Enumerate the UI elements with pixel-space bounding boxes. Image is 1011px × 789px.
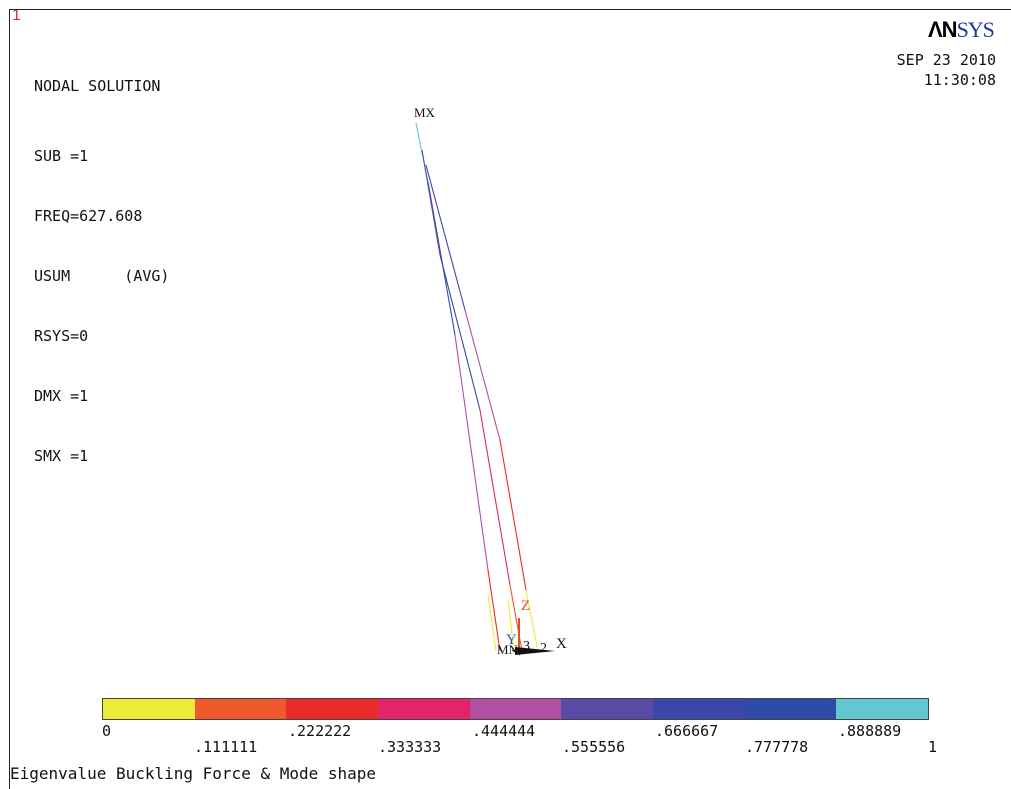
- deformed-shape-lines: [415, 122, 539, 652]
- legend-label-5: .555556: [562, 738, 626, 756]
- graphics-viewport[interactable]: 1 ΛNSYS NODAL SOLUTION SUB =1 FREQ=627.6…: [9, 9, 1011, 789]
- ansys-logo: ΛNSYS: [928, 17, 995, 43]
- legend-swatch-2: [286, 699, 379, 719]
- legend-swatch-4: [469, 699, 562, 719]
- solution-title: NODAL SOLUTION: [34, 77, 161, 95]
- legend-swatch-3: [378, 699, 470, 719]
- window-number: 1: [12, 9, 21, 24]
- legend-swatch-0: [103, 699, 195, 719]
- legend-label-8: .888889: [838, 722, 902, 740]
- min-marker-label: MN: [497, 642, 519, 657]
- time-label: 11:30:08: [923, 71, 996, 89]
- legend-label-3: .333333: [378, 738, 442, 756]
- legend-label-9: 1: [928, 738, 938, 756]
- legend-swatch-5: [561, 699, 654, 719]
- timestamp-block: SEP 23 2010 11:30:08: [897, 50, 996, 90]
- axis-y-label: Y: [506, 632, 517, 648]
- legend-swatch-6: [653, 699, 745, 719]
- legend-swatch-8: [836, 699, 929, 719]
- substep-label: SUB =1: [34, 147, 89, 165]
- solution-info-block: NODAL SOLUTION SUB =1 FREQ=627.608 USUM …: [34, 36, 169, 506]
- coordinate-system-label: RSYS=0: [34, 327, 89, 345]
- contour-legend-bar: [102, 698, 929, 720]
- legend-label-6: .666667: [655, 722, 719, 740]
- axis-z-label: Z: [521, 598, 530, 614]
- model-labels: MX MN Z Y X 3 2: [414, 105, 567, 657]
- date-label: SEP 23 2010: [896, 51, 996, 69]
- legend-swatch-7: [744, 699, 837, 719]
- legend-label-2: .222222: [288, 722, 352, 740]
- logo-mark: ΛN: [928, 17, 958, 42]
- legend-swatch-1: [194, 699, 287, 719]
- logo-text: SYS: [956, 17, 995, 42]
- legend-label-4: .444444: [472, 722, 536, 740]
- model-plot: MX MN Z Y X 3 2: [414, 105, 567, 657]
- max-marker-label: MX: [414, 105, 436, 120]
- legend-label-7: .777778: [745, 738, 809, 756]
- axis-x-label: X: [556, 636, 567, 652]
- legend-label-0: 0: [102, 722, 112, 740]
- coordinate-triad: [511, 618, 555, 656]
- plot-title: Eigenvalue Buckling Force & Mode shape: [10, 764, 377, 783]
- node-2-label: 2: [540, 641, 547, 656]
- max-result-label: SMX =1: [34, 447, 89, 465]
- node-3-label: 3: [523, 639, 530, 654]
- max-displacement-label: DMX =1: [34, 387, 89, 405]
- legend-label-1: .111111: [194, 738, 258, 756]
- frequency-label: FREQ=627.608: [34, 207, 143, 225]
- result-item-label: USUM (AVG): [34, 267, 170, 285]
